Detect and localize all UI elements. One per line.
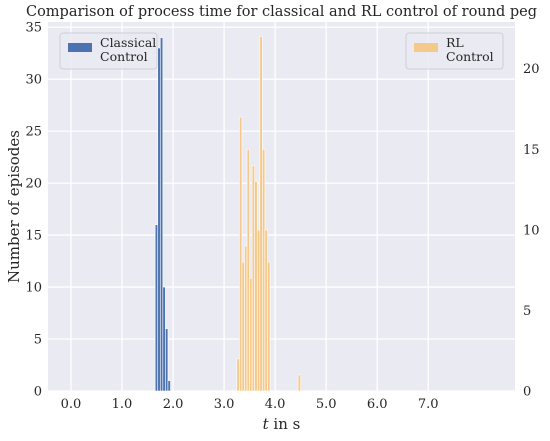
legend-frame xyxy=(405,32,504,70)
y-left-tick-label: 25 xyxy=(25,125,42,140)
grid-lines xyxy=(48,22,515,392)
legend-label: Control xyxy=(446,49,494,64)
legend-label: RL xyxy=(446,35,464,50)
bar-series-1 xyxy=(297,374,301,392)
y-left-tick-label: 30 xyxy=(25,73,42,88)
bar-series-1 xyxy=(262,148,266,392)
x-axis-ticks: 0.0 1.0 2.0 3.0 4.0 5.0 6.0 7.0 xyxy=(61,397,439,412)
x-tick-label: 3.0 xyxy=(214,397,235,412)
x-axis-label-variable: t xyxy=(263,415,270,433)
x-tick-label: 7.0 xyxy=(418,397,439,412)
bar-series-1 xyxy=(264,229,268,392)
y-right-tick-label: 10 xyxy=(523,223,540,238)
bar-series-0 xyxy=(167,380,171,392)
bar-series-1 xyxy=(246,148,250,392)
chart-title: Comparison of process time for classical… xyxy=(26,4,537,20)
plot-area xyxy=(48,22,515,391)
y-axis-label: Number of episodes xyxy=(5,130,23,283)
y-right-tick-label: 5 xyxy=(523,304,531,319)
x-tick-label: 1.0 xyxy=(112,397,133,412)
y-left-tick-label: 20 xyxy=(25,177,42,192)
bar-series-1 xyxy=(249,277,253,392)
x-tick-label: 5.0 xyxy=(316,397,337,412)
bar-series-0 xyxy=(162,286,166,392)
legend-frame xyxy=(59,32,158,70)
bar-series-0 xyxy=(157,47,161,392)
bar-series-1 xyxy=(244,245,248,392)
bar-series-1 xyxy=(236,358,240,392)
legend-label: Classical xyxy=(100,35,156,50)
y-left-tick-label: 0 xyxy=(34,385,42,400)
y-right-tick-label: 15 xyxy=(523,143,540,158)
bar-series-1 xyxy=(254,181,258,392)
x-axis-label: t in s xyxy=(263,415,301,433)
legend-swatch xyxy=(68,43,92,52)
bars xyxy=(154,36,301,392)
x-tick-label: 0.0 xyxy=(61,397,82,412)
bar-series-1 xyxy=(267,261,271,392)
x-tick-label: 2.0 xyxy=(163,397,184,412)
y-right-tick-label: 0 xyxy=(523,385,531,400)
x-tick-label: 4.0 xyxy=(265,397,286,412)
y-left-tick-label: 10 xyxy=(25,281,42,296)
bar-series-1 xyxy=(239,116,243,392)
y-left-tick-label: 5 xyxy=(34,333,42,348)
y-right-tick-label: 20 xyxy=(523,62,540,77)
legend-label: Control xyxy=(100,49,148,64)
y-left-tick-label: 15 xyxy=(25,229,42,244)
y-axis-right-ticks: 0 5 10 15 20 xyxy=(523,62,540,399)
bar-series-1 xyxy=(251,165,256,392)
y-axis-left-ticks: 0 5 10 15 20 25 30 35 xyxy=(25,21,42,400)
bar-series-1 xyxy=(259,36,263,392)
x-axis-label-unit: in s xyxy=(269,415,301,433)
bar-series-1 xyxy=(241,261,245,392)
x-tick-label: 6.0 xyxy=(367,397,388,412)
y-left-tick-label: 35 xyxy=(25,21,42,36)
legend-swatch xyxy=(414,43,438,52)
bar-series-1 xyxy=(256,229,261,392)
bar-series-0 xyxy=(159,37,164,392)
bar-series-0 xyxy=(165,328,169,392)
bar-series-0 xyxy=(154,224,159,392)
